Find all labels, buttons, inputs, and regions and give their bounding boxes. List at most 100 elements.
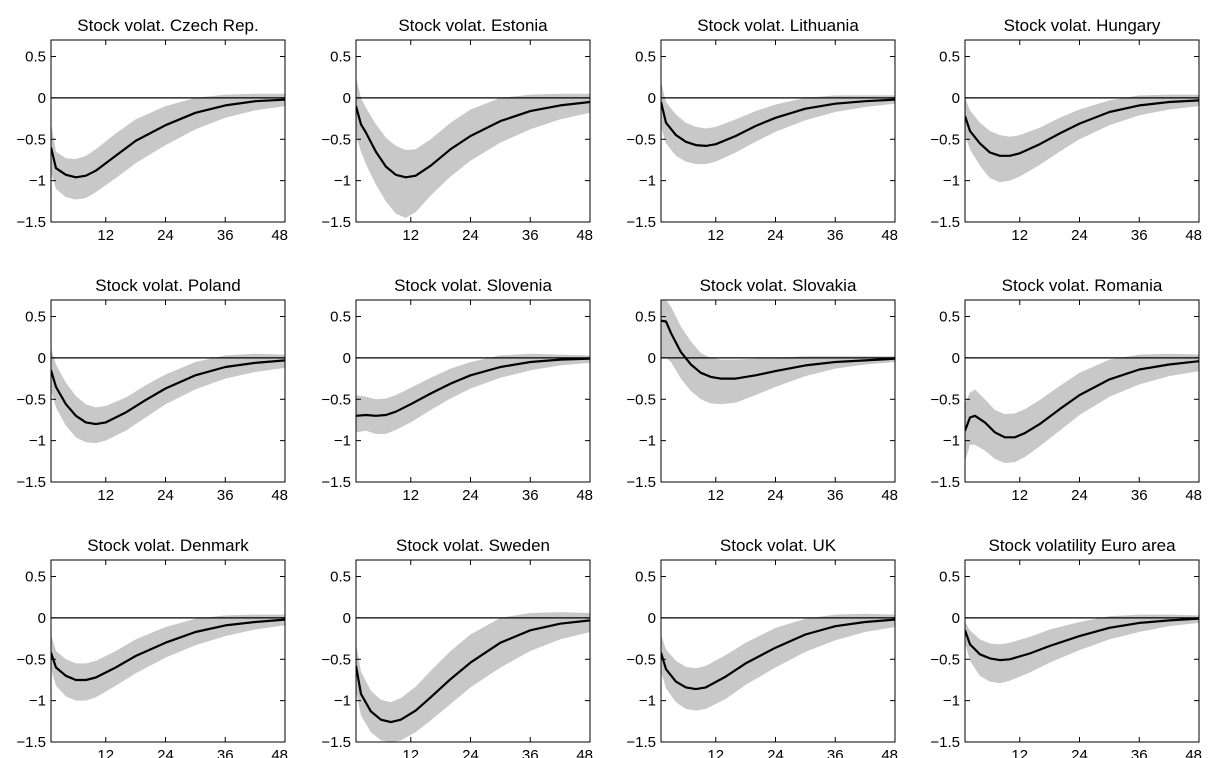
panel-frame [964,299,1200,483]
panel: Stock volat. UK 0.5 0 −0.5 −1 −1.5 12 24 36 48 [626,536,898,758]
y-tick-label: −1 [943,433,960,450]
y-tick-label: −0.5 [626,131,656,148]
response-line [661,319,895,380]
x-tick-label: 48 [271,487,288,504]
panel-title: Stock volat. Sweden [396,536,550,555]
confidence-band [661,613,895,711]
y-tick-label: 0 [343,350,351,367]
x-tick-label: 36 [522,487,539,504]
x-tick-label: 12 [1011,227,1028,244]
y-tick-label: −0.5 [930,131,960,148]
plot-area [965,94,1199,183]
x-tick-label: 48 [576,487,593,504]
y-tick-label: −1 [334,433,351,450]
confidence-band [51,93,285,200]
y-tick-label: −1 [639,693,656,710]
confidence-band [661,300,895,405]
panel: Stock volatility Euro area 0.5 0 −0.5 −1 −1.5… [930,536,1202,758]
panel-frame [355,39,591,223]
y-tick-label: 0 [38,350,46,367]
x-tick-label: 24 [767,227,784,244]
y-tick-label: 0 [648,350,656,367]
panel-title: Stock volat. Romania [1002,276,1163,295]
x-tick-label: 36 [827,487,844,504]
y-tick-label: −0.5 [321,391,351,408]
plot-area [661,81,895,165]
panel-title: Stock volat. Hungary [1004,16,1161,35]
y-tick-label: 0.5 [939,309,960,326]
x-tick-label: 36 [217,227,234,244]
x-tick-label: 24 [462,487,479,504]
panel-title: Stock volatility Euro area [988,536,1176,555]
y-tick-label: −1 [943,693,960,710]
y-tick-label: 0.5 [330,569,351,586]
y-tick-label: −1 [29,173,46,190]
y-tick-label: −0.5 [321,651,351,668]
x-tick-label: 48 [271,747,288,758]
plot-area [356,612,590,742]
y-tick-label: −1.5 [321,734,351,751]
response-line [51,618,285,682]
y-tick-label: 0 [38,610,46,627]
panel-title: Stock volat. Lithuania [697,16,859,35]
plot-area [356,77,590,218]
x-tick-label: 12 [97,747,114,758]
panel-title: Stock volat. Denmark [87,536,249,555]
y-tick-label: −1.5 [321,214,351,231]
y-tick-label: −0.5 [930,391,960,408]
x-tick-label: 36 [1131,227,1148,244]
y-tick-label: −1 [639,173,656,190]
panel-frame [355,299,591,483]
x-tick-label: 36 [1131,747,1148,758]
x-tick-label: 24 [157,747,174,758]
y-tick-label: −0.5 [626,391,656,408]
x-tick-label: 36 [827,747,844,758]
panel: Stock volat. Slovakia 0.5 0 −0.5 −1 −1.5 12 24 3… [626,276,898,504]
x-tick-label: 24 [462,747,479,758]
y-tick-label: 0 [343,90,351,107]
panel-title: Stock volat. Czech Rep. [77,16,258,35]
x-tick-label: 48 [576,747,593,758]
x-tick-label: 48 [881,487,898,504]
y-tick-label: −1.5 [626,734,656,751]
x-tick-label: 48 [881,227,898,244]
y-tick-label: −1.5 [930,474,960,491]
panel: Stock volat. Lithuania 0.5 0 −0.5 −1 −1.5 12 24… [626,16,898,244]
panel-title: Stock volat. Poland [95,276,241,295]
x-tick-label: 36 [1131,487,1148,504]
y-tick-label: −1.5 [930,214,960,231]
confidence-band [965,614,1199,684]
x-tick-label: 12 [97,227,114,244]
confidence-band [965,94,1199,183]
response-line [356,100,590,179]
x-tick-label: 12 [402,487,419,504]
x-tick-label: 36 [217,747,234,758]
x-tick-label: 48 [271,227,288,244]
panel: Stock volat. Slovenia 0.5 0 −0.5 −1 −1.5 12 24 3… [321,276,593,504]
response-line [661,98,895,147]
x-tick-label: 48 [1185,747,1202,758]
y-tick-label: 0 [343,610,351,627]
y-tick-label: −1 [29,433,46,450]
panel-frame [355,559,591,743]
y-tick-label: −0.5 [16,131,46,148]
panel: Stock volat. Poland 0.5 0 −0.5 −1 −1.5 12 24 36 4… [16,276,288,504]
x-tick-label: 12 [97,487,114,504]
y-tick-label: −1.5 [16,214,46,231]
y-tick-label: 0.5 [635,569,656,586]
x-tick-label: 36 [217,487,234,504]
y-tick-label: −0.5 [626,651,656,668]
panel-frame [964,559,1200,743]
panel-frame [50,299,286,483]
y-tick-label: 0.5 [330,49,351,66]
y-tick-label: −1.5 [321,474,351,491]
plot-area [51,347,285,444]
y-tick-label: 0.5 [25,569,46,586]
y-tick-label: −1.5 [626,214,656,231]
panel-frame [660,559,896,743]
plot-area [356,353,590,435]
y-tick-label: 0 [648,90,656,107]
y-tick-label: −0.5 [321,131,351,148]
y-tick-label: 0 [952,610,960,627]
